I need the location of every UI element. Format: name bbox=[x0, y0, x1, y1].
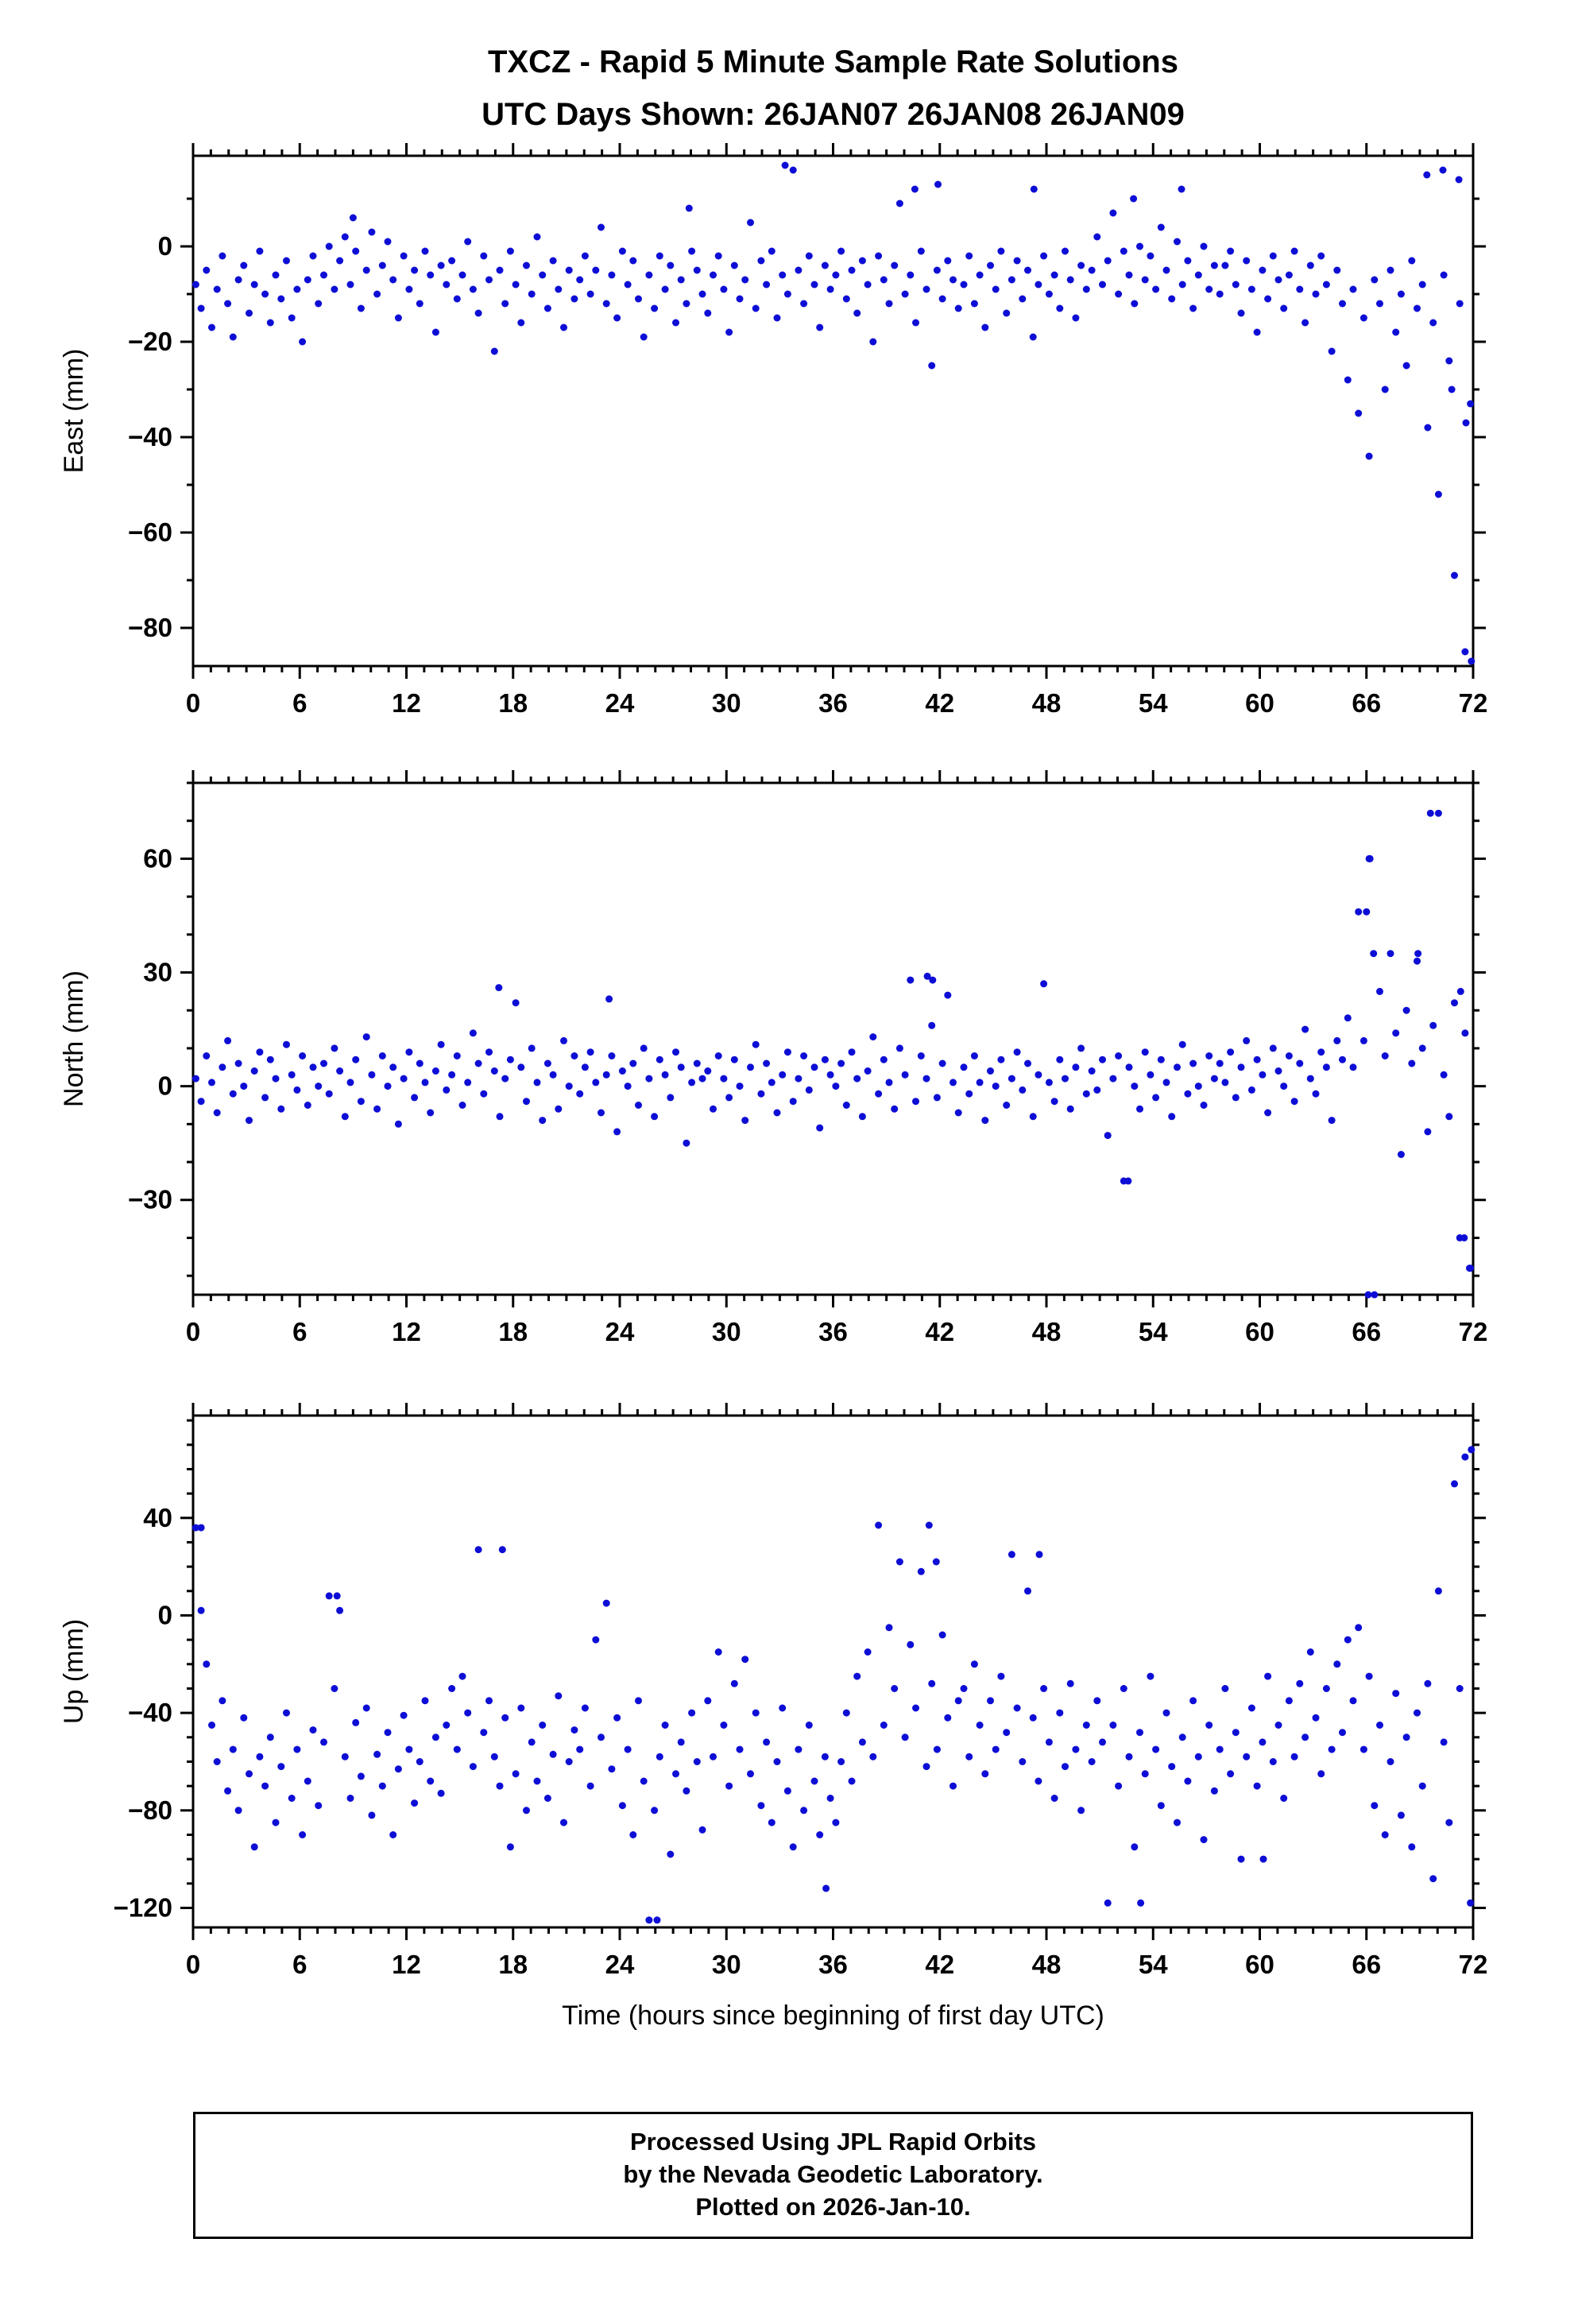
x-tick-label: 30 bbox=[712, 688, 741, 718]
y-tick-label: 0 bbox=[158, 231, 172, 261]
y-tick-label: −80 bbox=[128, 613, 172, 642]
subplot-up: 0 6 12 18 24 30 36 42 48 54 60 66 72 −120 −80 −40 0 40 Up … bbox=[59, 1403, 1487, 1979]
caption-box: Processed Using JPL Rapid Orbits by the … bbox=[193, 2112, 1473, 2239]
y-tick-label: −120 bbox=[114, 1892, 172, 1922]
x-tick-label: 66 bbox=[1352, 1950, 1381, 1979]
x-tick-label: 54 bbox=[1139, 688, 1168, 718]
x-tick-label: 18 bbox=[498, 688, 528, 718]
x-tick-label: 12 bbox=[392, 1950, 421, 1979]
x-tick-label: 0 bbox=[186, 1317, 200, 1346]
x-tick-label: 66 bbox=[1352, 1317, 1381, 1346]
y-tick-label: 0 bbox=[158, 1071, 172, 1101]
x-tick-label: 12 bbox=[392, 1317, 421, 1346]
y-tick-label: 0 bbox=[158, 1600, 172, 1629]
x-tick-label: 24 bbox=[605, 1950, 635, 1979]
x-tick-label: 60 bbox=[1245, 688, 1274, 718]
x-tick-label: 60 bbox=[1245, 1317, 1274, 1346]
x-tick-label: 6 bbox=[292, 1317, 307, 1346]
x-tick-label: 54 bbox=[1139, 1950, 1168, 1979]
x-tick-label: 72 bbox=[1459, 1950, 1488, 1979]
y-axis-label-up: Up (mm) bbox=[59, 1619, 89, 1724]
subplot-north: 0 6 12 18 24 30 36 42 48 54 60 66 72 −30 0 30 60 North (m… bbox=[59, 770, 1487, 1346]
x-tick-label: 24 bbox=[605, 1317, 635, 1346]
plot-frame-east bbox=[191, 154, 1475, 668]
x-tick-label: 18 bbox=[498, 1317, 528, 1346]
chart-title-line1: TXCZ - Rapid 5 Minute Sample Rate Soluti… bbox=[488, 45, 1178, 79]
plots-canvas: 0 6 12 18 24 30 36 42 48 54 60 66 72−80−60−40−200Eas… bbox=[59, 143, 1487, 2031]
y-tick-label: −40 bbox=[128, 422, 172, 451]
chart-title-line2: UTC Days Shown: 26JAN07 26JAN08 26JAN09 bbox=[482, 97, 1185, 132]
x-tick-label: 24 bbox=[605, 688, 635, 718]
plot-frame-north bbox=[191, 781, 1475, 1296]
subplot-east: 0 6 12 18 24 30 36 42 48 54 60 66 72 −80 −60 −40 −20 0 Eas… bbox=[59, 143, 1487, 718]
y-tick-label: 60 bbox=[143, 843, 172, 873]
x-tick-label: 42 bbox=[925, 1317, 954, 1346]
y-axis-label-north: North (mm) bbox=[59, 970, 89, 1107]
x-tick-label: 30 bbox=[712, 1317, 741, 1346]
x-tick-label: 36 bbox=[818, 688, 848, 718]
x-tick-label: 48 bbox=[1032, 688, 1062, 718]
x-tick-label: 18 bbox=[498, 1950, 528, 1979]
x-tick-label: 6 bbox=[292, 1950, 307, 1979]
y-tick-label: −30 bbox=[128, 1185, 172, 1214]
x-axis-title-group: Time (hours since beginning of first day… bbox=[562, 2001, 1104, 2031]
x-tick-label: 6 bbox=[292, 688, 307, 718]
x-tick-label: 48 bbox=[1032, 1950, 1062, 1979]
x-tick-label: 72 bbox=[1459, 688, 1488, 718]
data-points-up bbox=[191, 1446, 1476, 1924]
x-tick-label: 54 bbox=[1139, 1317, 1168, 1346]
x-tick-label: 66 bbox=[1352, 688, 1381, 718]
x-tick-label: 42 bbox=[925, 1950, 954, 1979]
caption-line3: Plotted on 2026-Jan-10. bbox=[695, 2193, 971, 2221]
x-tick-label: 48 bbox=[1032, 1317, 1062, 1346]
plot-frame-up bbox=[191, 1414, 1475, 1929]
y-tick-label: 30 bbox=[143, 958, 172, 987]
x-tick-label: 42 bbox=[925, 688, 954, 718]
x-tick-label: 0 bbox=[186, 688, 200, 718]
y-tick-label: −80 bbox=[128, 1795, 172, 1825]
caption-line1: Processed Using JPL Rapid Orbits bbox=[629, 2128, 1037, 2156]
x-tick-label: 36 bbox=[818, 1950, 848, 1979]
x-tick-label: 36 bbox=[818, 1317, 848, 1346]
y-axis-label-east: East (mm) bbox=[59, 349, 89, 474]
x-tick-label: 60 bbox=[1245, 1950, 1274, 1979]
x-axis-label: Time (hours since beginning of first day… bbox=[562, 2001, 1104, 2031]
y-tick-label: −20 bbox=[128, 327, 172, 356]
x-tick-label: 12 bbox=[392, 688, 421, 718]
y-tick-label: −40 bbox=[128, 1698, 172, 1727]
y-tick-label: 40 bbox=[143, 1503, 172, 1532]
data-points-north bbox=[191, 809, 1475, 1299]
data-points-east bbox=[191, 161, 1476, 665]
x-tick-label: 0 bbox=[186, 1950, 200, 1979]
caption-line2: by the Nevada Geodetic Laboratory. bbox=[623, 2160, 1043, 2188]
x-tick-label: 30 bbox=[712, 1950, 741, 1979]
x-tick-label: 72 bbox=[1459, 1317, 1488, 1346]
y-tick-label: −60 bbox=[128, 517, 172, 547]
